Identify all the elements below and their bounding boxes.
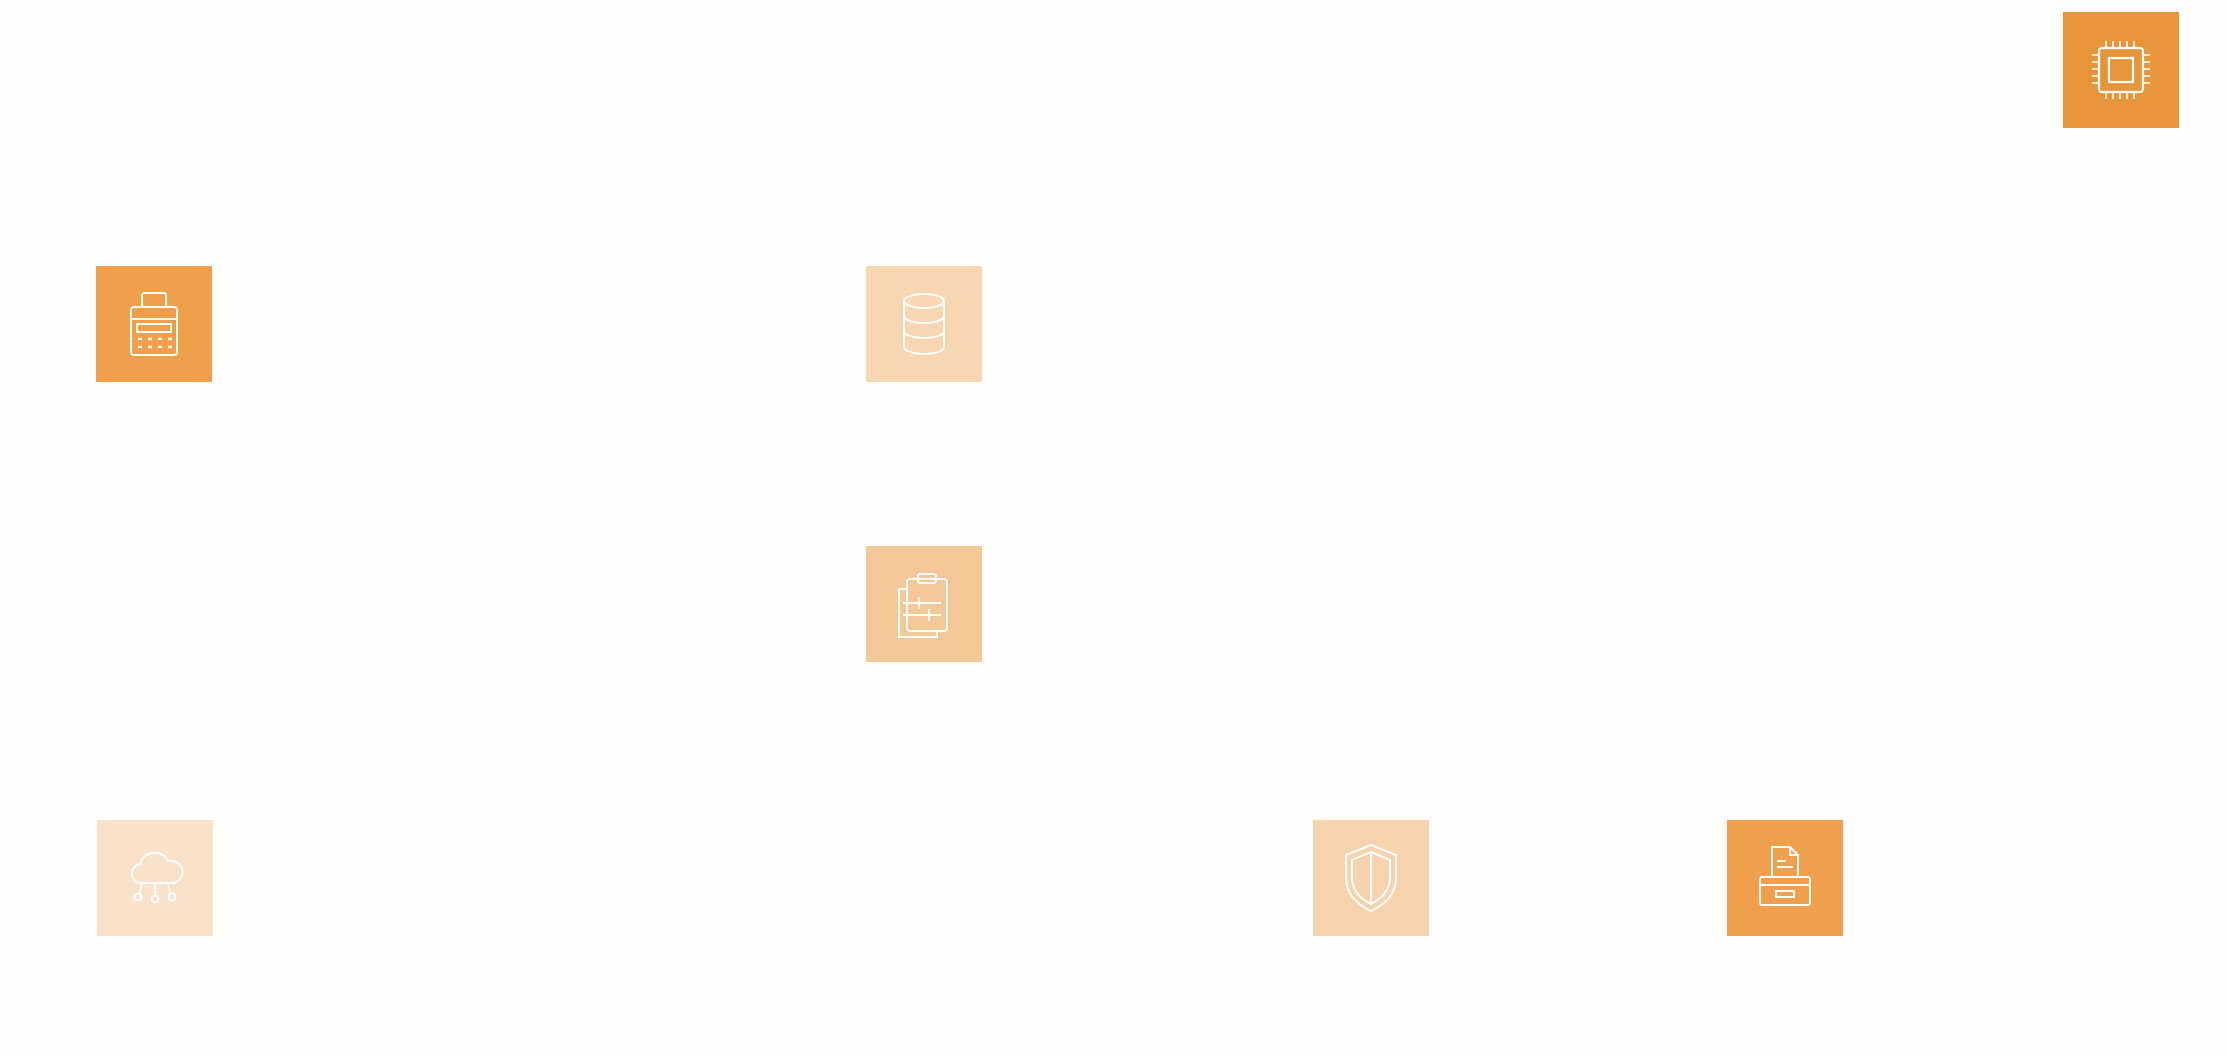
file-archive-icon	[1759, 846, 1811, 906]
database-icon	[903, 293, 945, 355]
chip-tile	[2063, 12, 2179, 128]
calculator-tile	[96, 266, 212, 382]
clipboard-icon	[898, 573, 948, 638]
archive-tile	[1727, 820, 1843, 936]
calculator-icon	[130, 292, 178, 356]
shield-icon	[1345, 843, 1397, 913]
database-tile	[866, 266, 982, 382]
cpu-chip-icon	[2092, 41, 2150, 99]
shield-tile	[1313, 820, 1429, 936]
cloud-rain-icon	[130, 851, 184, 904]
cloud-tile	[97, 820, 213, 936]
clipboard-tile	[866, 546, 982, 662]
